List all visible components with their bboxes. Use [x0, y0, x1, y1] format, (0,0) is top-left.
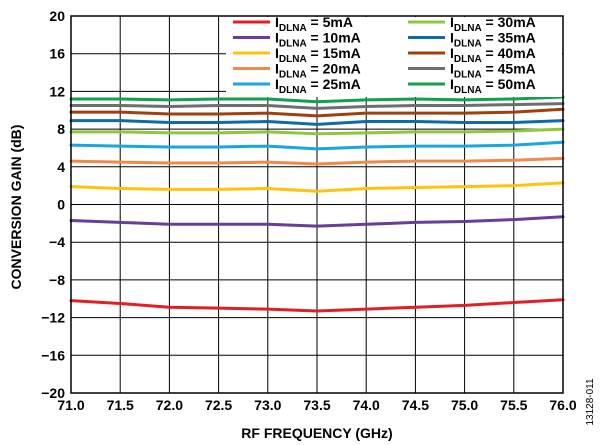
x-axis-title: RF FREQUENCY (GHz) [241, 425, 392, 441]
series-line-15mA [69, 181, 565, 193]
legend-label: IDLNA = 5mA [275, 14, 353, 34]
series-line-35mA [69, 119, 565, 126]
legend-label: IDLNA = 40mA [450, 45, 536, 65]
series-line-10mA [69, 215, 565, 228]
y-tick-label: −16 [41, 347, 65, 363]
y-tick-label: −12 [41, 310, 65, 326]
y-tick-label: 4 [57, 159, 65, 175]
y-tick-label: 8 [57, 121, 65, 137]
series-line-20mA [69, 156, 565, 166]
y-tick-label: −4 [49, 234, 65, 250]
series-line-5mA [69, 298, 565, 313]
y-tick-label: −20 [41, 385, 65, 401]
x-tick-label: 71.5 [107, 397, 134, 413]
x-tick-label: 75.5 [500, 397, 527, 413]
legend-label: IDLNA = 45mA [450, 61, 536, 81]
legend-background [226, 17, 562, 97]
series-line-25mA [69, 140, 565, 151]
legend-label: IDLNA = 35mA [450, 30, 536, 50]
x-tick-label: 71.0 [57, 397, 84, 413]
y-axis-title: CONVERSION GAIN (dB) [8, 125, 24, 290]
legend-label: IDLNA = 25mA [275, 76, 361, 96]
legend-label: IDLNA = 20mA [275, 61, 361, 81]
x-tick-label: 74.0 [353, 397, 380, 413]
series-line-40mA [69, 107, 565, 118]
x-tick-label: 73.0 [254, 397, 281, 413]
legend-label: IDLNA = 30mA [450, 14, 536, 34]
x-tick-labels: 71.0 71.5 72.0 72.5 73.0 73.5 74.0 74.5 75.0 75.5… [57, 397, 576, 413]
y-tick-label: 12 [49, 83, 65, 99]
x-tick-label: 74.5 [402, 397, 429, 413]
x-tick-label: 73.5 [303, 397, 330, 413]
series-line-30mA [69, 127, 565, 136]
x-tick-label: 72.0 [156, 397, 183, 413]
legend-label: IDLNA = 10mA [275, 30, 361, 50]
figure-id: 13128-011 [585, 378, 596, 426]
x-tick-label: 72.5 [205, 397, 232, 413]
legend-label: IDLNA = 15mA [275, 45, 361, 65]
series-line-50mA [69, 95, 565, 104]
x-tick-label: 76.0 [549, 397, 576, 413]
legend-label: IDLNA = 50mA [450, 76, 536, 96]
y-tick-label: 16 [49, 46, 65, 62]
y-tick-labels: 20 16 12 8 4 0 −4 −8 −12 −16 −20 [41, 8, 65, 401]
plot-frame [70, 15, 564, 394]
series-line-45mA [69, 102, 565, 110]
y-tick-label: −8 [49, 272, 65, 288]
y-tick-label: 20 [49, 8, 65, 24]
series-lines [69, 95, 565, 313]
x-tick-label: 75.0 [451, 397, 478, 413]
y-tick-label: 0 [57, 197, 65, 213]
